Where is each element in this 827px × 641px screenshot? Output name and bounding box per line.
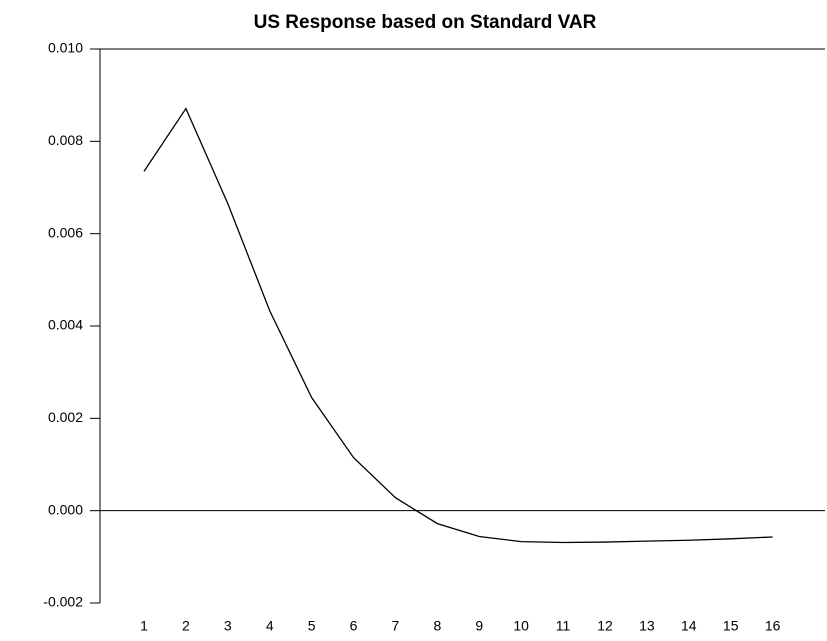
data-line bbox=[143, 107, 773, 544]
x-tick-label: 3 bbox=[224, 618, 232, 634]
x-tick-label: 9 bbox=[475, 618, 483, 634]
x-tick-label: 16 bbox=[765, 618, 781, 634]
y-tick-label: 0.006 bbox=[48, 224, 83, 240]
x-tick-label: 14 bbox=[681, 618, 697, 634]
x-tick-label: 2 bbox=[182, 618, 190, 634]
x-tick-label: 13 bbox=[639, 618, 655, 634]
y-tick-label: 0.010 bbox=[48, 40, 83, 56]
x-tick-label: 1 bbox=[140, 618, 148, 634]
x-tick-label: 7 bbox=[392, 618, 400, 634]
x-tick-label: 4 bbox=[266, 618, 274, 634]
y-tick-label: -0.002 bbox=[43, 594, 83, 610]
x-tick-label: 5 bbox=[308, 618, 316, 634]
y-tick-label: 0.000 bbox=[48, 501, 83, 517]
y-tick-label: 0.004 bbox=[48, 317, 83, 333]
x-tick-label: 15 bbox=[723, 618, 739, 634]
y-tick-label: 0.008 bbox=[48, 132, 83, 148]
chart-title: US Response based on Standard VAR bbox=[254, 12, 597, 33]
x-tick-label: 12 bbox=[597, 618, 613, 634]
x-tick-label: 8 bbox=[433, 618, 441, 634]
x-tick-label: 11 bbox=[556, 618, 571, 634]
y-tick-label: 0.002 bbox=[48, 409, 83, 425]
x-tick-label: 6 bbox=[350, 618, 358, 634]
x-tick-label: 10 bbox=[513, 618, 529, 634]
